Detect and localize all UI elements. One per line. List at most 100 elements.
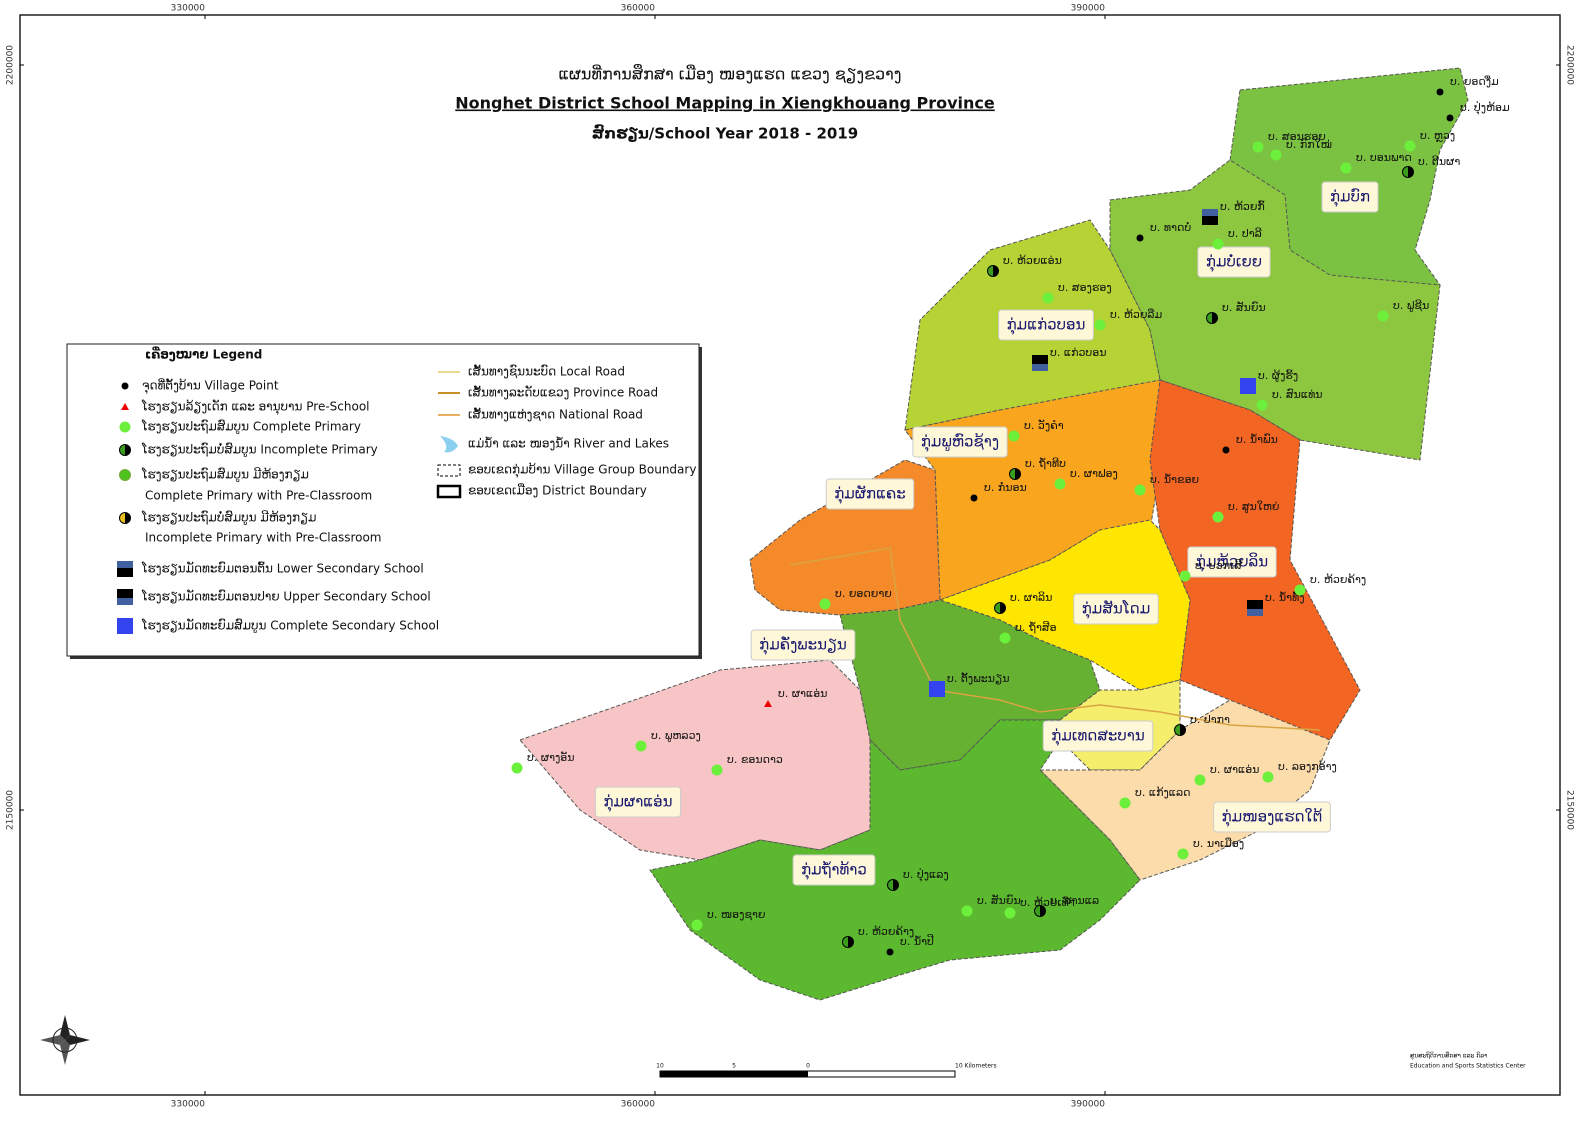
complete-primary — [119, 421, 131, 433]
legend-label: ໂຮງຮຽນປະຖົມສົມບູນ ມີຫ້ອງກຽມ — [141, 466, 309, 482]
road — [789, 547, 1321, 731]
incomplete-half — [1180, 724, 1186, 736]
primary-preclass — [119, 469, 131, 481]
legend-label: ໂຮງຮຽນມັດທະຍົມສົມບູນ Complete Secondary … — [141, 618, 439, 633]
incomplete-half — [1408, 166, 1414, 178]
legend-label: ຂອບເຂດເມືອງ District Boundary — [468, 483, 647, 498]
village-label: ບ. ທາດບໍ່ — [1150, 221, 1191, 234]
complete-primary — [691, 919, 703, 931]
complete-primary — [1340, 162, 1352, 174]
legend-boundary — [436, 484, 462, 499]
title-en: Nonghet District School Mapping in Xieng… — [455, 94, 995, 113]
coordinate-ticks: 330000 330000 360000 360000 390000 390000 2200… — [6, 4, 1575, 1110]
villages: ບ. ຍອດງື່ມບ. ປຸ່ງຫ້ອມບ. ສອນຮອຍ ບ. ຫຼວງບ. … — [511, 75, 1510, 956]
village-label: ບ. ຫ້ວຍແອ່ນ — [1003, 254, 1062, 267]
complete-primary — [1042, 292, 1054, 304]
incomplete-half — [1000, 602, 1006, 614]
village-label: ບ. ຟູຊີນ — [1393, 299, 1429, 312]
village-label: ບ. ຫ້ວຍຄ້າງ — [1310, 573, 1366, 586]
legend: ເຄື່ອງໝາຍ Legend ຈຸດທີ່ຕັ້ງບ້ານ Village … — [66, 343, 702, 659]
group-label-box — [792, 854, 876, 886]
village-label: ບ. ສູນໃຫຍ່ — [1228, 500, 1279, 513]
group-label-box — [1042, 720, 1154, 752]
incomplete-half — [125, 444, 131, 456]
credit: Education and Sports Statistics Center — [1410, 1063, 1526, 1070]
group-label-box — [1073, 593, 1159, 625]
legend-items: ຈຸດທີ່ຕັ້ງບ້ານ Village Point ໂຮງຮຽນລ້ຽງເດ… — [117, 363, 696, 634]
incomplete-half — [125, 512, 131, 524]
village-point — [1222, 446, 1230, 454]
village-label: ບ. ຜາແອ່ນ — [1210, 763, 1259, 776]
complete-primary — [819, 598, 831, 610]
y-tick-label: 2200000 — [6, 45, 16, 85]
pre-school — [764, 700, 772, 707]
complete-primary — [1177, 848, 1189, 860]
group-label: ກຸ່ມຜັກແຄະ — [834, 484, 905, 505]
village-label: ບ. ນ້ຳທັ້ງ — [1265, 591, 1305, 604]
incomplete-half — [1040, 905, 1046, 917]
village-label: ບ. ຍອດງື່ມ — [1450, 75, 1499, 88]
group-label: ກຸ່ມສັນໂດມ — [1082, 598, 1150, 619]
group-label: ກຸ່ມຄັ່ງພະນຽນ — [759, 634, 847, 655]
village-label: ບ. ຫ້ວຍລືມ — [1110, 308, 1162, 321]
legend-label: ໂຮງຮຽນລ້ຽງເດັກ ແລະ ອານຸບານ Pre-School — [141, 399, 370, 416]
village-point — [1136, 234, 1144, 242]
incomplete-half — [893, 879, 899, 891]
village-label: ບ. ພູຫລວງ — [651, 729, 701, 742]
legend-box — [66, 343, 700, 657]
group-label: ກຸ່ມບົກ — [1330, 187, 1370, 208]
village-label: ບ. ສັນຍົນ — [977, 894, 1021, 907]
x-tick-label: 390000 — [1071, 1100, 1106, 1110]
scale-label: 10 — [656, 1063, 664, 1070]
legend-river — [440, 436, 458, 453]
village-label: ບ. ຕີນຜາ — [1418, 155, 1460, 168]
village-label: ບ. ປາກາ — [1190, 713, 1230, 726]
complete-primary — [1008, 430, 1020, 442]
x-tick-label: 360000 — [621, 4, 656, 14]
group-label: ກຸ່ມແກ່ວບອນ — [1007, 316, 1086, 336]
village-label: ບ. ນ້ຳປີ — [900, 934, 934, 948]
village-point — [970, 494, 978, 502]
legend-label: ໂຮງຮຽນປະຖົມບໍ່ສົມບູນ Incomplete Primary — [141, 442, 378, 457]
group-label: ກຸ່ມພູຫົວຊ້າງ — [921, 431, 999, 452]
complete-primary — [1212, 238, 1224, 250]
village-label: ບ. ນ້ຳພົນ — [1236, 433, 1278, 446]
incomplete-half — [848, 936, 854, 948]
complete-primary — [1212, 511, 1224, 523]
village-point — [121, 382, 129, 390]
incomplete-half — [993, 265, 999, 277]
legend-label: ຂອບເຂດກຸ່ມບ້ານ Village Group Boundary — [468, 462, 696, 479]
complete-primary — [1294, 584, 1306, 596]
legend-label: ໂຮງຮຽນມັດທະຍົມຕອນປາຍ Upper Secondary Sch… — [141, 589, 431, 603]
complete-primary — [1262, 771, 1274, 783]
village-label: ບ. ບວກເສີ — [1195, 559, 1242, 572]
legend-label: ໂຮງຮຽນມັດທະຍົມຕອນຕົ້ນ Lower Secondary Sc… — [141, 561, 424, 576]
village-label: ບ. ປາລີ — [1228, 227, 1262, 240]
village-label: ບ. ປຸ່ງຫ້ອມ — [1460, 101, 1510, 115]
title-lao: ແຜນທີ່ການສຶກສາ ເມືອງ ໜອງແຮດ ແຂວງ ຊຽງຂວາງ — [558, 64, 901, 83]
group-labels: ກຸ່ມບົກກຸ່ມບໍ່ເຍຍກຸ່ມແກ່ວບອນກຸ່ມພູຫົວຊ້າ… — [594, 181, 1379, 886]
upper-secondary-bottom — [1247, 609, 1263, 616]
group-label-box — [998, 309, 1094, 341]
lower-secondary-top — [1202, 209, 1218, 216]
group-label: ກຸ່ມຜາແອ່ນ — [603, 793, 672, 813]
complete-primary — [1004, 907, 1016, 919]
y-tick-label: 2150000 — [1565, 790, 1575, 830]
complete-primary — [1270, 149, 1282, 161]
legend-label: ຈຸດທີ່ຕັ້ງບ້ານ Village Point — [142, 377, 279, 394]
complete-primary — [1119, 797, 1131, 809]
village-label: ບ. ຖ້ຳສີອ — [1015, 621, 1057, 634]
lower-secondary-top — [117, 561, 133, 568]
village-label: ບ. ໜອງຊາຍ — [707, 908, 765, 921]
y-tick-label: 2150000 — [6, 790, 16, 830]
legend-label: Incomplete Primary with Pre-Classroom — [145, 531, 382, 545]
complete-primary — [1094, 319, 1106, 331]
village-label: ບ. ຕັ້ງພະນຽນ — [947, 672, 1010, 685]
village-label: ບ. ຖ້ຳທີບ — [1025, 457, 1066, 470]
village-label: ບ. ຜູ້ງຮິ້ງ — [1258, 369, 1298, 382]
village-label: ບ. ສອງຮອງ — [1058, 281, 1112, 294]
complete-primary — [711, 764, 723, 776]
group-label: ກຸ່ມຫ້ວຍລິນ — [1196, 551, 1268, 572]
arrow-ring — [52, 1027, 78, 1053]
complete-secondary — [117, 618, 133, 634]
